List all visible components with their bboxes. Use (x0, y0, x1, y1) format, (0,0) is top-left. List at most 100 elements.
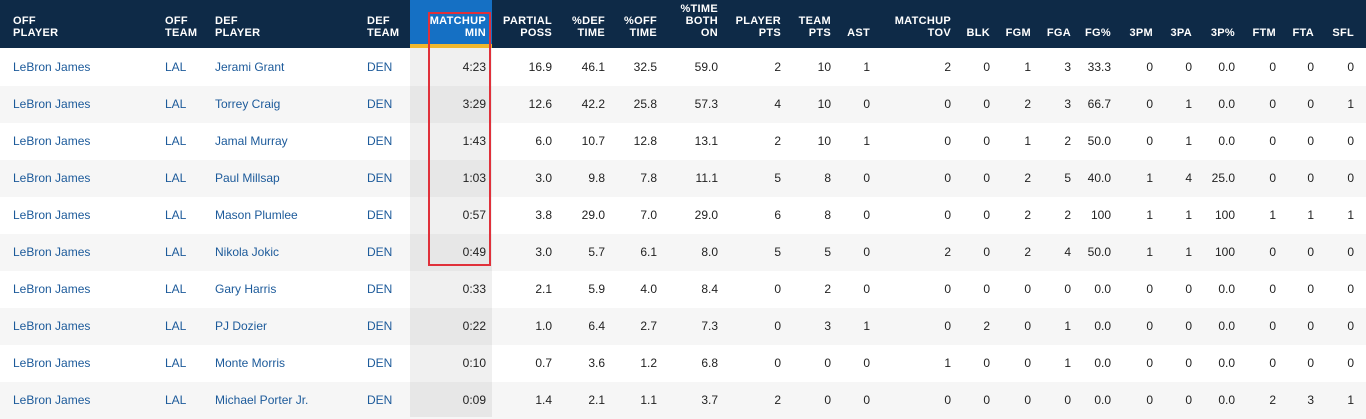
cell-off-player[interactable]: LeBron James (13, 393, 91, 407)
table-row: LeBron James LAL Paul Millsap DEN 1:03 3.0 9.8… (0, 160, 1366, 197)
header-def-player-line-0: DEF (215, 15, 238, 27)
cell-fgm: 1 (1024, 60, 1031, 74)
cell-fga: 2 (1064, 208, 1071, 222)
cell-off-team[interactable]: LAL (165, 282, 187, 296)
cell-off-team[interactable]: LAL (165, 97, 187, 111)
header-3p-pct[interactable]: 3P% (1205, 0, 1235, 44)
cell-fta: 0 (1307, 134, 1314, 148)
cell-pct-def-time: 5.7 (588, 245, 605, 259)
header-off-team[interactable]: OFF TEAM (165, 0, 210, 44)
header-sfl[interactable]: SFL (1328, 0, 1354, 44)
cell-def-player[interactable]: Paul Millsap (215, 171, 280, 185)
header-matchup-min[interactable]: MATCHUP MIN (420, 0, 486, 44)
header-fta[interactable]: FTA (1288, 0, 1314, 44)
cell-off-player[interactable]: LeBron James (13, 245, 91, 259)
header-ftm[interactable]: FTM (1246, 0, 1276, 44)
header-3pa[interactable]: 3PA (1165, 0, 1192, 44)
header-sfl-line-0: SFL (1332, 27, 1354, 39)
cell-ast: 0 (863, 208, 870, 222)
cell-def-team[interactable]: DEN (367, 171, 393, 185)
cell-pct-def-time: 6.4 (588, 319, 605, 333)
cell-off-team[interactable]: LAL (165, 208, 187, 222)
cell-def-player[interactable]: Monte Morris (215, 356, 286, 370)
cell-off-team[interactable]: LAL (165, 134, 187, 148)
header-def-team[interactable]: DEF TEAM (367, 0, 407, 44)
cell-def-team[interactable]: DEN (367, 208, 393, 222)
cell-partial-poss: 12.6 (528, 97, 552, 111)
cell-partial-poss: 0.7 (535, 356, 552, 370)
header-def-player[interactable]: DEF PLAYER (215, 0, 360, 44)
header-player-pts[interactable]: PLAYER PTS (730, 0, 781, 44)
header-matchup-tov[interactable]: MATCHUP TOV (885, 0, 951, 44)
header-off-player[interactable]: OFF PLAYER (13, 0, 163, 44)
cell-3pa: 1 (1185, 208, 1192, 222)
cell-off-team[interactable]: LAL (165, 171, 187, 185)
cell-fga: 0 (1064, 393, 1071, 407)
header-team-pts[interactable]: TEAM PTS (790, 0, 831, 44)
cell-def-player[interactable]: Mason Plumlee (215, 208, 298, 222)
cell-def-team[interactable]: DEN (367, 356, 393, 370)
header-pct-time-both-on-line-0: %TIME (680, 3, 718, 15)
cell-off-player[interactable]: LeBron James (13, 208, 91, 222)
header-fg-pct[interactable]: FG% (1082, 0, 1111, 44)
cell-off-team[interactable]: LAL (165, 319, 187, 333)
cell-def-player[interactable]: PJ Dozier (215, 319, 268, 333)
cell-off-player[interactable]: LeBron James (13, 319, 91, 333)
cell-pct-off-time: 4.0 (640, 282, 657, 296)
header-pct-off-time[interactable]: %OFF TIME (612, 0, 657, 44)
cell-matchup-tov: 0 (944, 393, 951, 407)
cell-fga: 1 (1064, 319, 1071, 333)
cell-off-player[interactable]: LeBron James (13, 134, 91, 148)
cell-def-player[interactable]: Jerami Grant (215, 60, 285, 74)
cell-ftm: 0 (1269, 97, 1276, 111)
cell-off-player[interactable]: LeBron James (13, 282, 91, 296)
cell-blk: 0 (983, 356, 990, 370)
cell-pct-time-both-on: 11.1 (695, 171, 718, 185)
header-pct-time-both-on-line-2: ON (700, 27, 718, 39)
header-fga[interactable]: FGA (1042, 0, 1071, 44)
header-3pm[interactable]: 3PM (1125, 0, 1153, 44)
cell-off-player[interactable]: LeBron James (13, 171, 91, 185)
cell-def-player[interactable]: Jamal Murray (215, 134, 288, 148)
header-partial-poss-line-0: PARTIAL (503, 15, 552, 27)
cell-def-player[interactable]: Nikola Jokic (215, 245, 280, 259)
header-blk[interactable]: BLK (962, 0, 990, 44)
cell-off-team[interactable]: LAL (165, 393, 187, 407)
cell-off-team[interactable]: LAL (165, 356, 187, 370)
cell-def-team[interactable]: DEN (367, 393, 393, 407)
cell-sfl: 1 (1347, 393, 1354, 407)
cell-def-team[interactable]: DEN (367, 97, 393, 111)
header-off-team-line-1: TEAM (165, 27, 198, 39)
cell-def-player[interactable]: Gary Harris (215, 282, 277, 296)
cell-def-team[interactable]: DEN (367, 319, 393, 333)
header-fgm[interactable]: FGM (1002, 0, 1031, 44)
cell-def-player[interactable]: Michael Porter Jr. (215, 393, 309, 407)
cell-def-team[interactable]: DEN (367, 282, 393, 296)
header-ast[interactable]: AST (844, 0, 870, 44)
cell-pct-def-time: 29.0 (581, 208, 605, 222)
cell-3p-pct: 0.0 (1218, 97, 1235, 111)
cell-off-team[interactable]: LAL (165, 60, 187, 74)
cell-player-pts: 2 (774, 60, 781, 74)
cell-off-player[interactable]: LeBron James (13, 60, 91, 74)
cell-ftm: 0 (1269, 60, 1276, 74)
cell-def-player[interactable]: Torrey Craig (215, 97, 281, 111)
cell-def-team[interactable]: DEN (367, 134, 393, 148)
header-off-team-line-0: OFF (165, 15, 188, 27)
header-3p-pct-line-0: 3P% (1210, 27, 1235, 39)
cell-pct-off-time: 7.8 (640, 171, 657, 185)
cell-def-team[interactable]: DEN (367, 245, 393, 259)
cell-off-team[interactable]: LAL (165, 245, 187, 259)
cell-off-player[interactable]: LeBron James (13, 356, 91, 370)
cell-off-player[interactable]: LeBron James (13, 97, 91, 111)
header-partial-poss[interactable]: PARTIAL POSS (495, 0, 552, 44)
header-pct-def-time[interactable]: %DEF TIME (560, 0, 605, 44)
cell-matchup-min: 0:09 (462, 393, 486, 407)
cell-player-pts: 5 (774, 245, 781, 259)
cell-def-team[interactable]: DEN (367, 60, 393, 74)
cell-3pa: 0 (1185, 356, 1192, 370)
cell-pct-def-time: 5.9 (588, 282, 605, 296)
header-pct-time-both-on[interactable]: %TIME BOTH ON (668, 0, 718, 44)
cell-pct-time-both-on: 7.3 (701, 319, 718, 333)
